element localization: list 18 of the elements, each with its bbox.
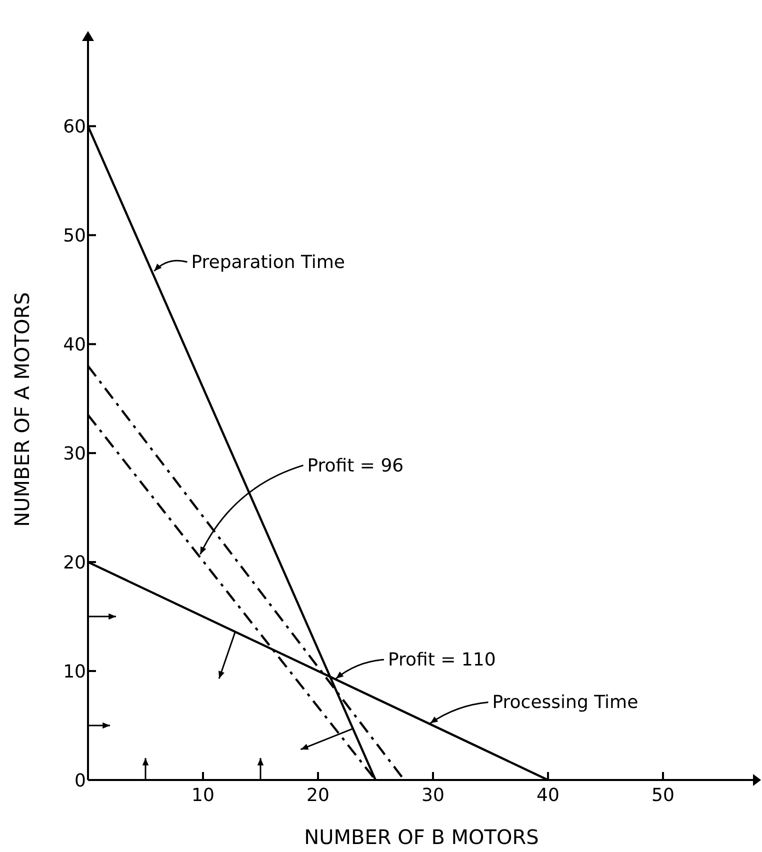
y-tick-label: 10 — [63, 661, 86, 682]
annotation: Processing Time — [492, 692, 638, 714]
x-tick-label: 20 — [306, 784, 330, 806]
y-tick-label: 60 — [63, 116, 86, 138]
x-tick-label: 10 — [192, 784, 214, 806]
annotation: Profit = 110 — [388, 650, 496, 671]
x-tick-label: 40 — [536, 784, 560, 806]
y-tick-label: 30 — [63, 443, 86, 464]
x-axis-title: NUMBER OF B MOTORS — [304, 825, 539, 849]
y-tick-label: 20 — [63, 552, 86, 574]
annotation: Profit = 96 — [307, 455, 404, 476]
y-tick-label: 40 — [63, 334, 86, 356]
y-tick-label: 50 — [63, 226, 86, 247]
y-tick-label: 0 — [74, 770, 86, 792]
y-axis-title: NUMBER OF A MOTORS — [10, 292, 34, 527]
annotation: Preparation Time — [191, 252, 346, 274]
x-tick-label: 50 — [652, 784, 674, 806]
x-tick-label: 30 — [422, 784, 444, 806]
